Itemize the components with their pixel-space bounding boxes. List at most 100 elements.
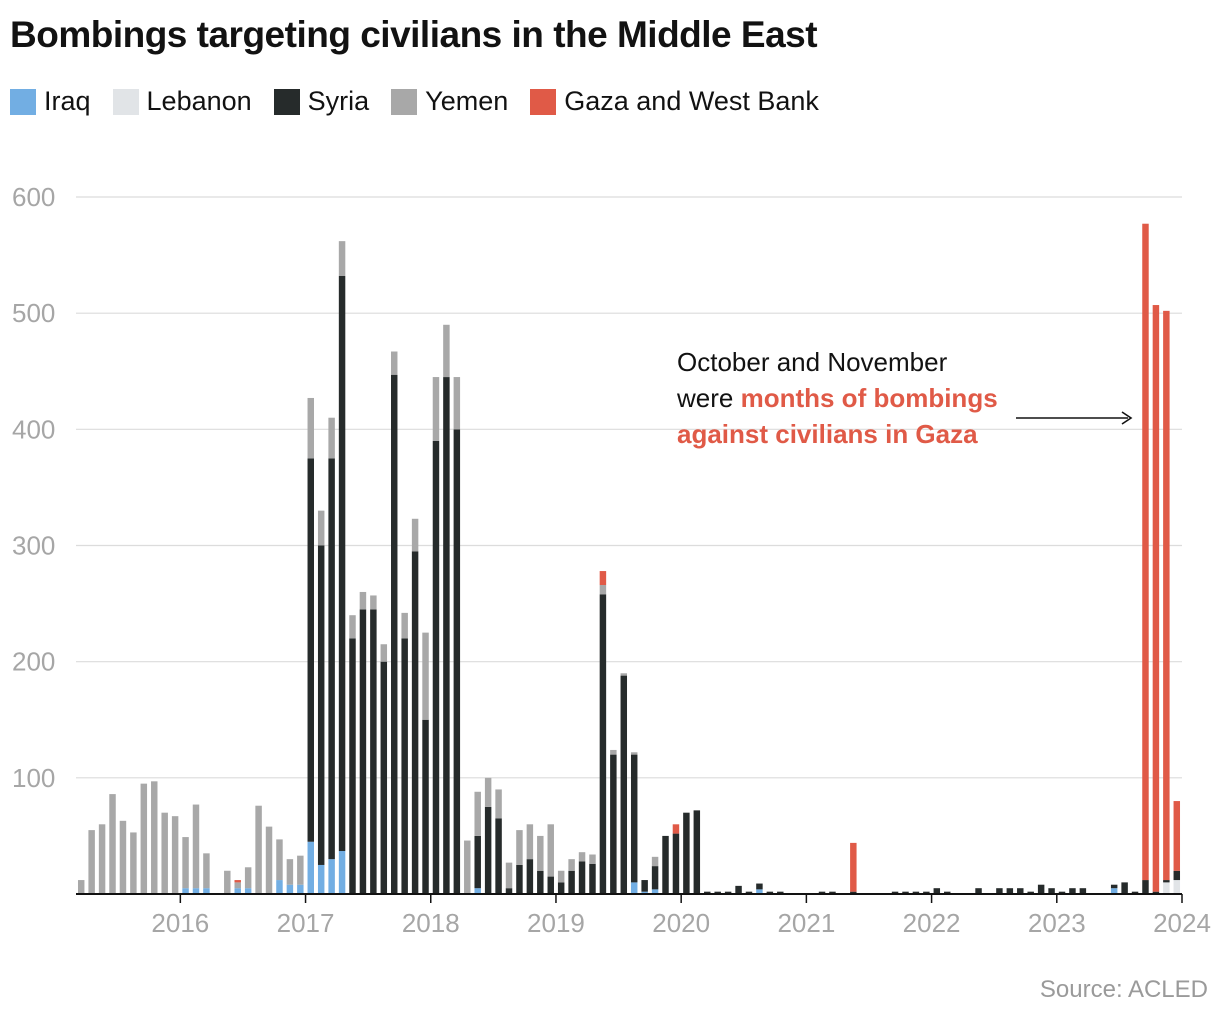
bar-syria-2018-05 [474, 835, 481, 889]
bar-iraq-2019-09 [641, 891, 648, 894]
bar-syria-2022-12 [1048, 888, 1055, 894]
bar-syria-2023-06 [1110, 884, 1118, 889]
bar-syria-2019-11 [662, 835, 669, 894]
bar-yemen-2018-09 [516, 830, 523, 865]
bar-gaza-and-west-bank-2023-12 [1173, 801, 1181, 871]
source-note: Source: ACLED [1039, 976, 1208, 1003]
bar-yemen-2017-10 [401, 612, 408, 639]
bar-yemen-2016-03 [203, 853, 210, 889]
bar-syria-2022-05 [975, 888, 982, 894]
bar-yemen-2015-09 [140, 783, 148, 894]
legend-label-lebanon: Lebanon [146, 86, 252, 116]
legend-item-lebanon: Lebanon [112, 86, 252, 117]
bar-yemen-2019-07 [620, 673, 628, 676]
y-tick-label-600: 600 [12, 182, 55, 212]
bar-iraq-2016-07 [244, 888, 252, 894]
x-tick-label-2020: 2020 [652, 908, 710, 938]
bar-syria-2020-10 [777, 891, 784, 894]
y-tick-label-200: 200 [12, 647, 55, 677]
bar-iraq-2016-11 [286, 884, 294, 894]
bar-syria-2023-10 [1152, 891, 1160, 894]
chart-title: Bombings targeting civilians in the Midd… [10, 14, 818, 55]
bar-iraq-2023-06 [1110, 888, 1118, 894]
legend-label-iraq: Iraq [44, 86, 91, 116]
bar-iraq-2016-12 [297, 884, 304, 894]
bar-yemen-2018-12 [547, 824, 554, 877]
bar-syria-2018-01 [432, 440, 440, 894]
bar-yemen-2015-03 [77, 880, 85, 894]
bar-yemen-2016-10 [276, 839, 283, 881]
bar-yemen-2018-08 [505, 862, 513, 889]
bar-yemen-2016-05 [224, 870, 231, 894]
bar-syria-2023-01 [1058, 891, 1066, 894]
bar-yemen-2015-11 [161, 812, 168, 894]
y-tick-label-100: 100 [12, 763, 55, 793]
bar-syria-2022-11 [1037, 884, 1045, 894]
bar-syria-2020-05 [724, 891, 732, 894]
bar-syria-2023-08 [1131, 891, 1139, 894]
bar-syria-2022-08 [1006, 888, 1014, 894]
bar-iraq-2017-02 [317, 864, 325, 894]
bar-chart: 100 200 300 400 500 600 2016 2017 2018 2019 2020 20… [12, 182, 1211, 938]
bar-syria-2020-07 [745, 891, 753, 894]
legend: Iraq Lebanon Syria Yemen Gaza and West Bank [10, 86, 841, 117]
annotation-line-1: October and November [677, 347, 948, 377]
legend-swatch-iraq [10, 88, 36, 115]
bar-syria-2021-10 [902, 891, 909, 894]
bar-yemen-2017-08 [380, 644, 388, 662]
bar-syria-2018-08 [505, 888, 513, 894]
bar-yemen-2019-01 [557, 870, 565, 883]
bar-syria-2018-02 [443, 377, 450, 894]
bar-syria-2021-11 [912, 891, 920, 894]
bar-yemen-2018-01 [432, 377, 440, 441]
bar-gaza-and-west-bank-2016-06 [234, 880, 241, 883]
bar-yemen-2019-02 [568, 859, 575, 871]
bar-yemen-2016-07 [244, 867, 252, 889]
annotation-arrow-head [1121, 411, 1133, 425]
bar-syria-2021-12 [923, 891, 930, 894]
annotation-line-2-prefix: were [677, 383, 741, 413]
x-tick-label-2016: 2016 [151, 908, 209, 938]
bar-syria-2018-06 [484, 806, 492, 894]
x-tick-label-2023: 2023 [1028, 908, 1086, 938]
bar-yemen-2015-07 [119, 820, 127, 894]
bar-syria-2018-10 [526, 859, 534, 894]
bar-yemen-2017-05 [349, 615, 356, 639]
x-tick-label-2021: 2021 [777, 908, 835, 938]
bar-yemen-2019-06 [610, 749, 617, 755]
bar-syria-2019-12 [672, 833, 680, 894]
bar-yemen-2018-02 [443, 324, 450, 378]
bar-lebanon-2023-12 [1173, 880, 1181, 894]
bar-syria-2019-03 [578, 861, 586, 894]
bar-syria-2019-02 [568, 870, 575, 894]
bar-syria-2017-04 [338, 275, 346, 852]
bar-yemen-2017-11 [411, 518, 419, 552]
y-tick-label-300: 300 [12, 531, 55, 561]
x-tick-label-2017: 2017 [277, 908, 335, 938]
legend-label-gaza-and-west-bank: Gaza and West Bank [564, 86, 819, 116]
bar-yemen-2017-06 [359, 591, 367, 610]
bar-syria-2019-07 [620, 675, 628, 894]
bar-yemen-2016-12 [297, 855, 304, 885]
x-tick-label-2022: 2022 [903, 908, 961, 938]
bar-iraq-2016-10 [276, 880, 283, 894]
bar-syria-2021-09 [891, 891, 899, 894]
bar-syria-2020-03 [704, 891, 711, 894]
bar-yemen-2017-04 [338, 241, 346, 276]
bar-syria-2022-07 [996, 888, 1003, 894]
bar-syria-2017-02 [317, 545, 325, 865]
bar-syria-2017-11 [411, 551, 419, 894]
bar-syria-2017-09 [391, 374, 398, 894]
bar-syria-2019-10 [651, 866, 659, 890]
bar-gaza-and-west-bank-2019-12 [672, 824, 680, 834]
annotation: October and November were months of bomb… [677, 344, 998, 452]
annotation-line-2: were months of bombings [677, 380, 998, 416]
bar-syria-2017-12 [422, 719, 429, 894]
legend-item-iraq: Iraq [10, 86, 91, 117]
bar-syria-2022-02 [944, 891, 951, 894]
bar-syria-2017-07 [370, 609, 377, 894]
bar-yemen-2016-08 [255, 805, 262, 894]
bar-syria-2018-09 [516, 864, 523, 894]
bar-yemen-2015-06 [109, 794, 116, 894]
bar-yemen-2018-07 [495, 789, 502, 819]
